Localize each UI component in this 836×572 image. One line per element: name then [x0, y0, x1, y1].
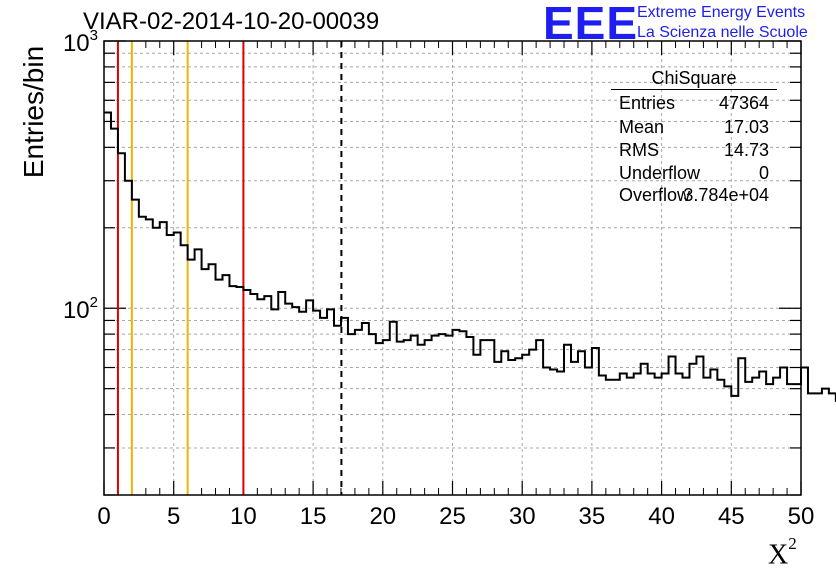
stats-key: Entries: [619, 93, 676, 113]
x-tick-label: 50: [788, 503, 815, 530]
x-tick-label: 20: [369, 503, 396, 530]
x-tick-label: 15: [300, 503, 327, 530]
y-axis-label: Entries/bin: [18, 45, 49, 179]
stats-title: ChiSquare: [651, 68, 737, 88]
x-tick-labels: 0 5 10 15 20 25 30 35 40 45 50: [97, 503, 814, 530]
eee-logo: EEE: [543, 0, 639, 49]
logo-tagline-2: La Scienza nelle Scuole: [637, 24, 808, 41]
stats-key: Overflow: [619, 185, 691, 205]
x-axis-label-base: X: [768, 539, 789, 571]
stats-row-mean: Mean 17.03: [619, 117, 769, 139]
y-tick-label-exponent: 2: [90, 294, 98, 311]
stats-value: 3.784e+04: [683, 185, 769, 205]
histogram-series: [104, 111, 836, 402]
stats-row-overflow: Overflow 3.784e+04: [619, 185, 769, 207]
stats-key: Mean: [619, 117, 665, 137]
stats-value: 0: [758, 163, 769, 183]
x-tick-label: 40: [648, 503, 675, 530]
x-tick-label: 30: [509, 503, 536, 530]
y-tick-label-base: 10: [63, 297, 90, 324]
chart-title: VIAR-02-2014-10-20-00039: [83, 8, 380, 35]
stats-row-rms: RMS 14.73: [619, 140, 769, 162]
y-tick-label-exponent: 3: [90, 27, 98, 44]
grid-lines: [103, 40, 802, 496]
x-tick-label: 5: [167, 503, 180, 530]
y-tick-label: 102: [63, 294, 98, 324]
x-tick-label: 0: [97, 503, 110, 530]
x-axis-label-exponent: 2: [788, 534, 797, 553]
y-tick-label: 103: [63, 27, 98, 57]
stats-key: RMS: [619, 140, 659, 160]
x-tick-label: 45: [718, 503, 745, 530]
x-tick-label: 25: [439, 503, 466, 530]
stats-row-underflow: Underflow 0: [619, 163, 769, 185]
stats-value: 47364: [718, 93, 769, 113]
plot-frame: [103, 40, 802, 496]
x-tick-label: 10: [230, 503, 257, 530]
x-axis-label: X2: [768, 534, 797, 571]
x-tick-label: 35: [579, 503, 606, 530]
stats-value: 17.03: [723, 117, 769, 137]
stats-box: ChiSquare Entries 47364 Mean 17.03 RMS 14.7…: [611, 66, 777, 205]
logo-tagline-1: Extreme Energy Events: [637, 4, 806, 21]
y-tick-label-base: 10: [63, 30, 90, 57]
stats-key: Underflow: [619, 163, 701, 183]
stats-divider: [611, 89, 777, 90]
reference-lines: [116, 41, 343, 495]
stats-value: 14.73: [723, 140, 769, 160]
stats-row-entries: Entries 47364: [619, 93, 769, 115]
